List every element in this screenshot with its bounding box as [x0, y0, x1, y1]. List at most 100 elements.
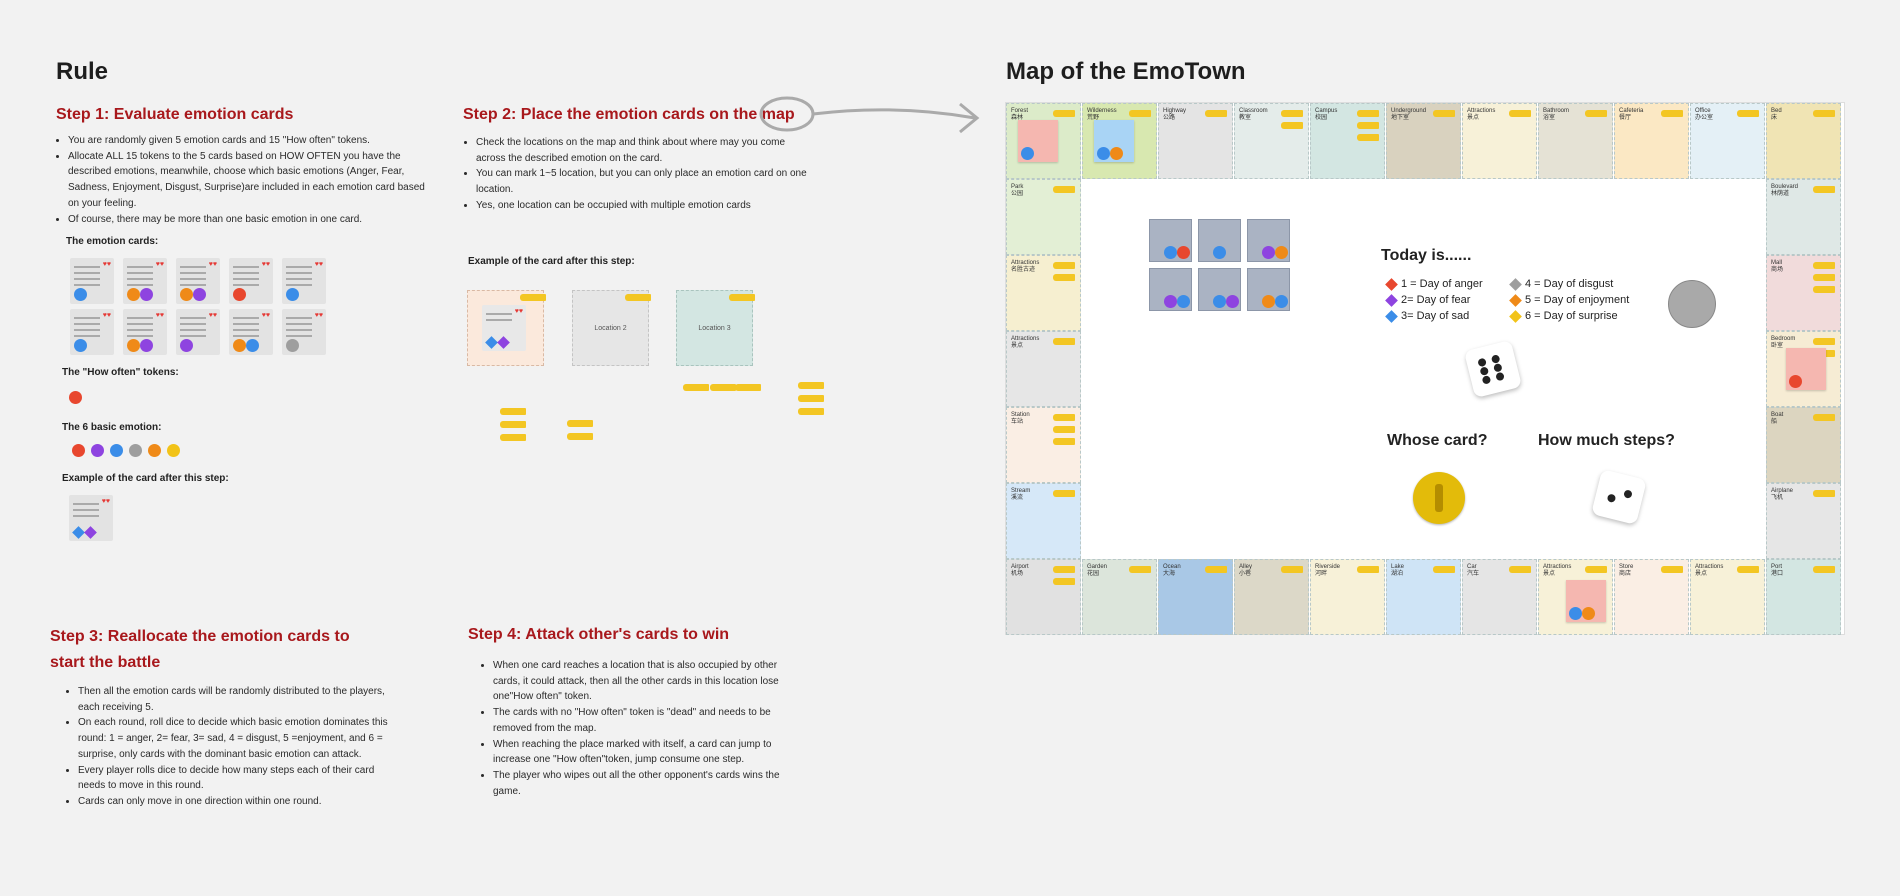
today-legend-label: 6 = Day of surprise	[1525, 310, 1618, 322]
cell-name-cn: 浴室	[1543, 115, 1556, 121]
location-tag	[798, 382, 824, 389]
emotion-dot	[1275, 295, 1288, 308]
location-tag	[500, 421, 526, 428]
cell-name-cn: 飞机	[1771, 495, 1784, 501]
cell-tag	[1053, 186, 1075, 193]
board-cell: Classroom 教室	[1234, 103, 1309, 179]
today-legend-item: 1 = Day of anger	[1385, 277, 1483, 291]
heart-icon: ♥♥	[208, 312, 217, 319]
cell-name-cn: 汽车	[1467, 571, 1480, 577]
card-text-line	[180, 317, 206, 319]
card-text-line	[74, 329, 100, 331]
board-cell: Stream 溪流	[1006, 483, 1081, 559]
emotion-dot	[74, 339, 87, 352]
emotion-diamond-icon	[1385, 293, 1398, 307]
cell-name: Airplane	[1771, 488, 1794, 494]
board-emotion-card	[1149, 268, 1192, 311]
cell-name: Garden	[1087, 564, 1108, 570]
board-cell: Garden 花园	[1082, 559, 1157, 635]
cell-tag	[1357, 110, 1379, 117]
board-cell: Mall 商场	[1766, 255, 1841, 331]
board-emotion-card	[1247, 219, 1290, 262]
cell-name: Store	[1619, 564, 1634, 570]
cell-name-cn: 车站	[1011, 419, 1024, 425]
today-legend-item: 6 = Day of surprise	[1509, 309, 1618, 323]
board-cell: Attractions 景点	[1462, 103, 1537, 179]
cell-tag	[1053, 490, 1075, 497]
emotion-card: ♥♥	[229, 309, 273, 355]
today-legend-label: 3= Day of sad	[1401, 310, 1470, 322]
board-cell: Campus 校园	[1310, 103, 1385, 179]
cell-name-cn: 溪流	[1011, 495, 1024, 501]
emotion-dot	[1569, 607, 1582, 620]
basic-emotion-dot	[110, 444, 123, 457]
emotion-card: ♥♥	[70, 258, 114, 304]
cell-name: Station	[1011, 412, 1030, 418]
heart-icon: ♥♥	[155, 261, 164, 268]
location-2-label: Location 2	[594, 324, 627, 332]
step4-bullet: The player who wipes out all the other o…	[493, 768, 803, 799]
emotion-dot	[1110, 147, 1123, 160]
card-text-line	[286, 266, 312, 268]
card-text-line	[233, 335, 259, 337]
emotion-dot	[1177, 295, 1190, 308]
location-tag	[798, 395, 824, 402]
basic-emotion-dot	[72, 444, 85, 457]
today-legend-item: 3= Day of sad	[1385, 309, 1470, 323]
cell-tag	[1053, 110, 1075, 117]
today-title: Today is......	[1381, 247, 1472, 264]
basic-emotion-dots	[72, 444, 192, 460]
emotion-card: ♥♥	[282, 309, 326, 355]
board-cell: Port 港口	[1766, 559, 1841, 635]
cell-name-cn: 湖泊	[1391, 571, 1404, 577]
board-cell: Ocean 大海	[1158, 559, 1233, 635]
emotion-card: ♥♥	[123, 309, 167, 355]
cell-name: Attractions	[1011, 336, 1040, 342]
cell-tag	[1737, 110, 1759, 117]
cell-name-cn: 地下室	[1391, 115, 1410, 121]
basic-emotion-dot	[129, 444, 142, 457]
cell-tag	[1813, 338, 1835, 345]
game-board	[1005, 102, 1845, 635]
cell-tag	[1129, 566, 1151, 573]
card-text-line	[233, 278, 259, 280]
cell-name: Underground	[1391, 108, 1427, 114]
card-text-line	[127, 278, 153, 280]
card-text-line	[286, 317, 312, 319]
basic-emotion-dot	[167, 444, 180, 457]
cell-name: Mall	[1771, 260, 1783, 266]
cell-name-cn: 林荫道	[1771, 191, 1790, 197]
cell-name-cn: 商店	[1619, 571, 1632, 577]
cell-name-cn: 教室	[1239, 115, 1252, 121]
card-text-line	[127, 284, 153, 286]
heart-icon: ♥♥	[102, 312, 111, 319]
cell-name-cn: 卧室	[1771, 343, 1784, 349]
step2-rules: Check the locations on the map and think…	[464, 135, 816, 214]
board-cell: Boat 船	[1766, 407, 1841, 483]
step1-title: Step 1: Evaluate emotion cards	[56, 106, 294, 123]
step3-title: Step 3: Reallocate the emotion cards to …	[50, 628, 350, 671]
cell-name-cn: 荒野	[1087, 115, 1100, 121]
step3-rules: Then all the emotion cards will be rando…	[66, 684, 388, 810]
cell-name: Attractions	[1011, 260, 1040, 266]
emotion-dot	[1164, 246, 1177, 259]
cell-tag	[1053, 566, 1075, 573]
coin-icon[interactable]	[1413, 472, 1465, 524]
board-cell: Lake 湖泊	[1386, 559, 1461, 635]
cell-tag	[1053, 262, 1075, 269]
today-legend-item: 5 = Day of enjoyment	[1509, 293, 1629, 307]
board-emotion-card	[1149, 219, 1192, 262]
board-cell: Alley 小巷	[1234, 559, 1309, 635]
step3-bullet: Then all the emotion cards will be rando…	[78, 684, 388, 715]
cell-tag	[1053, 414, 1075, 421]
heart-icon: ♥♥	[102, 261, 111, 268]
cell-tag	[1281, 122, 1303, 129]
location-1-card: ♥♥	[467, 290, 546, 366]
emotion-dot	[1213, 246, 1226, 259]
today-spinner[interactable]	[1668, 280, 1716, 328]
cell-name: Forest	[1011, 108, 1029, 114]
location-tag	[710, 384, 736, 391]
cell-name: Stream	[1011, 488, 1031, 494]
cell-name-cn: 餐厅	[1619, 115, 1632, 121]
location-tag	[683, 384, 709, 391]
